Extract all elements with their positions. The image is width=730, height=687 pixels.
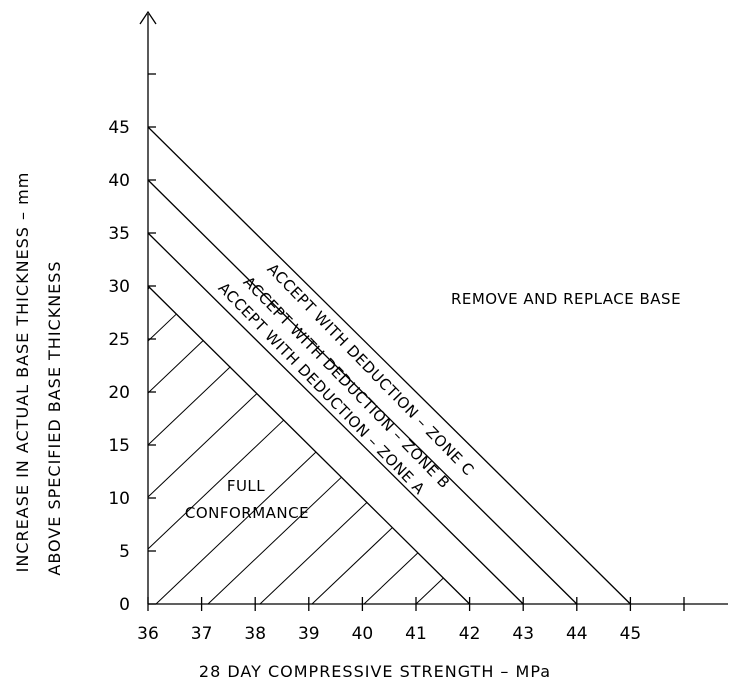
remove-replace-label: REMOVE AND REPLACE BASE bbox=[451, 290, 681, 308]
boundary-lines bbox=[147, 126, 631, 605]
boundary-line-zone-a-outer bbox=[147, 285, 471, 605]
hatch-line bbox=[147, 419, 285, 550]
y-tick-label: 0 bbox=[119, 595, 130, 615]
hatch-line bbox=[147, 339, 204, 394]
x-tick-label: 38 bbox=[244, 624, 266, 644]
y-tick-label: 20 bbox=[108, 383, 130, 403]
full-conformance-label-line2: CONFORMANCE bbox=[185, 504, 309, 522]
y-axis-title-line2: ABOVE SPECIFIED BASE THICKNESS bbox=[45, 260, 64, 575]
x-tick-label: 41 bbox=[405, 624, 427, 644]
hatch-line bbox=[155, 451, 317, 605]
hatch-line bbox=[363, 552, 419, 605]
hatch-line bbox=[415, 577, 444, 605]
y-tick-label: 40 bbox=[108, 171, 130, 191]
hatch-line bbox=[259, 501, 368, 605]
x-tick-label: 42 bbox=[459, 624, 481, 644]
boundary-line-zone-c-limit bbox=[147, 126, 631, 605]
y-tick-label: 35 bbox=[108, 224, 130, 244]
y-ticks: 0 5 10 15 20 25 30 35 40 45 bbox=[108, 73, 156, 615]
x-tick-label: 43 bbox=[512, 624, 534, 644]
y-tick-label: 10 bbox=[108, 489, 130, 509]
x-tick-label: 40 bbox=[352, 624, 374, 644]
x-tick-label: 39 bbox=[298, 624, 320, 644]
y-axis-title-line1: INCREASE IN ACTUAL BASE THICKNESS – mm bbox=[13, 172, 32, 573]
y-tick-label: 45 bbox=[108, 118, 130, 138]
hatch-line bbox=[147, 366, 231, 446]
x-tick-label: 45 bbox=[620, 624, 642, 644]
x-tick-label: 44 bbox=[566, 624, 588, 644]
hatch-line bbox=[147, 313, 177, 342]
hatch-line bbox=[311, 527, 393, 605]
hatch-line bbox=[147, 393, 258, 498]
full-conformance-label-line1: FULL bbox=[227, 477, 265, 495]
zone-b-label: ACCEPT WITH DEDUCTION – ZONE B bbox=[240, 273, 454, 492]
boundary-line-zone-b-outer bbox=[147, 232, 524, 605]
y-tick-label: 25 bbox=[108, 330, 130, 350]
y-tick-label: 30 bbox=[108, 277, 130, 297]
hatch-line bbox=[207, 476, 342, 605]
x-tick-label: 37 bbox=[191, 624, 213, 644]
x-ticks: 36 37 38 39 40 41 42 43 44 45 bbox=[137, 597, 685, 644]
y-tick-label: 15 bbox=[108, 436, 130, 456]
y-tick-label: 5 bbox=[119, 542, 130, 562]
y-axis-arrow-icon bbox=[139, 10, 157, 25]
boundary-line-zone-c-outer bbox=[147, 179, 578, 605]
x-axis-title: 28 DAY COMPRESSIVE STRENGTH – MPa bbox=[199, 662, 551, 681]
hatch-pattern bbox=[147, 286, 470, 605]
x-tick-label: 36 bbox=[137, 624, 159, 644]
